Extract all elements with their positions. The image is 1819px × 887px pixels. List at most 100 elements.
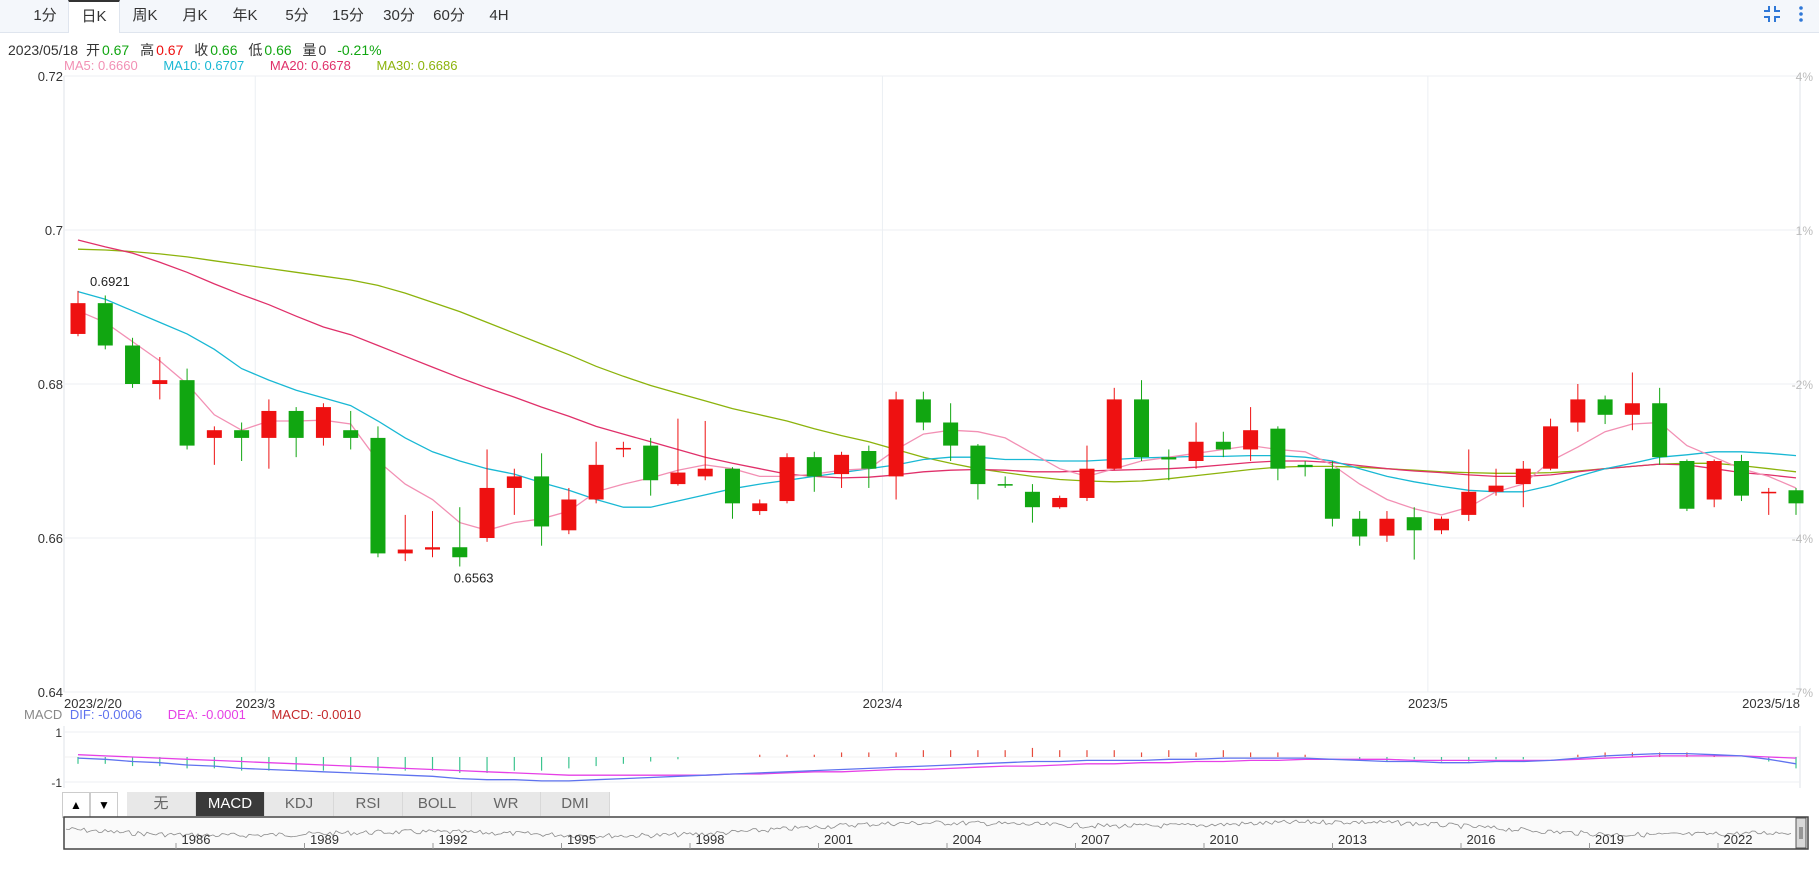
candle xyxy=(643,437,659,496)
candle-body xyxy=(1324,468,1340,519)
indicator-tab-macd[interactable]: MACD xyxy=(196,792,265,816)
candle-body xyxy=(1079,468,1095,498)
tab-60min[interactable]: 60分 xyxy=(433,7,465,24)
indicator-tab-boll[interactable]: BOLL xyxy=(403,792,472,816)
x-tick-label: 2023/2/20 xyxy=(64,696,122,711)
candle-body xyxy=(70,303,86,334)
navigator-year-label: 1989 xyxy=(310,832,339,847)
candle-body xyxy=(1597,399,1613,415)
candle xyxy=(943,403,959,461)
more-vertical-icon[interactable] xyxy=(1790,4,1812,26)
candle-body xyxy=(888,399,904,477)
indicator-tab-wr[interactable]: WR xyxy=(472,792,541,816)
tab-1min[interactable]: 1分 xyxy=(33,7,57,24)
candle-body xyxy=(861,450,877,469)
candle-body xyxy=(724,468,740,504)
low-annotation: 0.6563 xyxy=(454,570,494,585)
candle-body xyxy=(1406,517,1422,531)
candle xyxy=(1706,459,1722,508)
candle xyxy=(1406,507,1422,560)
pct-tick-label: -4% xyxy=(1792,532,1814,546)
navigator-year-label: 1992 xyxy=(439,832,468,847)
candle-body xyxy=(1788,490,1804,504)
candle xyxy=(506,468,522,515)
indicator-tab-kdj[interactable]: KDJ xyxy=(265,792,334,816)
close-label: 收 xyxy=(194,42,209,58)
tab-weekly-k[interactable]: 周K xyxy=(132,7,158,24)
candle-body xyxy=(1706,461,1722,500)
candle-body xyxy=(1543,426,1559,469)
candle-body xyxy=(1488,485,1504,492)
ma20-line xyxy=(77,239,1797,479)
macd-title: MACD xyxy=(24,707,63,722)
candle xyxy=(1543,418,1559,471)
high-label: 高 xyxy=(140,42,155,58)
tab-15min[interactable]: 15分 xyxy=(332,7,364,24)
candle xyxy=(1515,461,1531,508)
open-label: 开 xyxy=(85,42,100,58)
candle xyxy=(1679,459,1695,512)
candle xyxy=(1024,484,1040,523)
candle xyxy=(1188,422,1204,469)
candle xyxy=(861,445,877,488)
candle xyxy=(997,476,1013,488)
ma10-line xyxy=(77,290,1797,508)
candle xyxy=(315,403,331,446)
collapse-icon[interactable] xyxy=(1761,4,1783,26)
tab-30min[interactable]: 30分 xyxy=(383,7,415,24)
candle-body xyxy=(970,445,986,485)
candle xyxy=(152,357,168,400)
candle-body xyxy=(561,499,577,531)
candle xyxy=(479,449,495,542)
indicator-tab-rsi[interactable]: RSI xyxy=(334,792,403,816)
candle-body xyxy=(1024,491,1040,508)
candle xyxy=(1106,387,1122,471)
x-tick-label: 2023/4 xyxy=(863,696,903,711)
candle-body xyxy=(915,399,931,423)
macd-chart[interactable]: 1 -1 xyxy=(0,720,1819,790)
candle xyxy=(370,426,386,558)
candle-body xyxy=(1379,518,1395,536)
volume-label: 量 xyxy=(302,42,317,58)
scroll-down-button[interactable]: ▼ xyxy=(90,792,118,818)
navigator-year-label: 1995 xyxy=(567,832,596,847)
candlestick-chart[interactable]: 0.72 4% 0.7 1% 0.68 -2% 0.66 -4% 0.64 -7% 2023/2/2… xyxy=(0,0,1819,715)
indicator-tab-none[interactable]: 无 xyxy=(127,792,196,816)
candle-body xyxy=(479,487,495,538)
candle-body xyxy=(588,464,604,500)
macd-y-tick: 1 xyxy=(55,726,62,740)
candle xyxy=(534,453,550,546)
tab-daily-k[interactable]: 日K xyxy=(68,0,120,33)
ma30-legend: MA30: 0.6686 xyxy=(376,58,458,73)
candle-body xyxy=(1243,430,1259,450)
tab-monthly-k[interactable]: 月K xyxy=(182,7,208,24)
indicator-tab-dmi[interactable]: DMI xyxy=(541,792,610,816)
candle xyxy=(397,514,413,562)
candle-body xyxy=(1134,399,1150,458)
close-value: 0.66 xyxy=(210,42,238,58)
candle xyxy=(343,410,359,450)
candle-body xyxy=(670,472,686,485)
history-navigator[interactable]: 1986 1989 1992 1995 1998 2001 2004 2007 2010 2013… xyxy=(0,815,1819,855)
tab-5min[interactable]: 5分 xyxy=(285,7,309,24)
tab-4h[interactable]: 4H xyxy=(489,7,509,24)
candle xyxy=(1161,449,1177,481)
candle-body xyxy=(997,484,1013,486)
candle xyxy=(670,418,686,486)
candle-body xyxy=(1433,518,1449,531)
tab-yearly-k[interactable]: 年K xyxy=(232,7,258,24)
navigator-year-label: 2016 xyxy=(1467,832,1496,847)
candle xyxy=(834,451,850,488)
candle-body xyxy=(779,457,795,502)
candle-body xyxy=(697,468,713,477)
navigator-year-label: 1986 xyxy=(182,832,211,847)
y-tick-label: 0.7 xyxy=(45,223,63,238)
low-label: 低 xyxy=(248,42,263,58)
candle-body xyxy=(1733,461,1749,496)
candle-body xyxy=(1215,441,1231,450)
high-value: 0.67 xyxy=(156,42,184,58)
candle-body xyxy=(206,430,222,438)
candle-body xyxy=(1052,497,1068,508)
candle-body xyxy=(1270,428,1286,469)
